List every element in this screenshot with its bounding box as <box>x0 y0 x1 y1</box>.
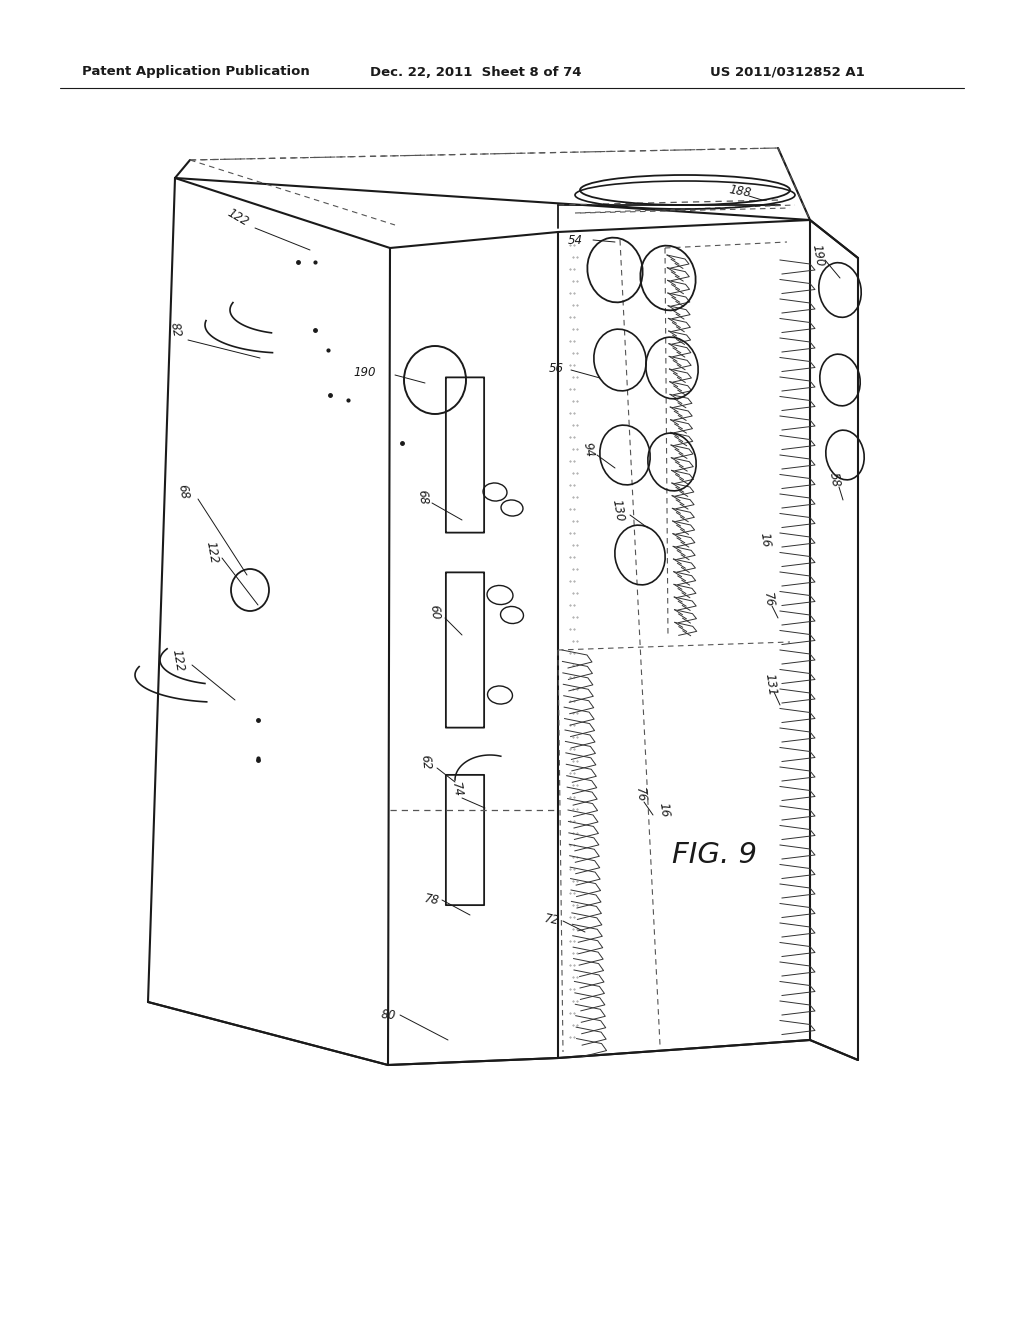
Text: 122: 122 <box>204 540 220 564</box>
Text: 74: 74 <box>450 781 465 799</box>
Text: 122: 122 <box>170 648 186 672</box>
Text: 16: 16 <box>656 801 672 818</box>
Text: Patent Application Publication: Patent Application Publication <box>82 66 309 78</box>
Text: 80: 80 <box>380 1008 396 1022</box>
Text: 68: 68 <box>415 488 429 506</box>
Text: 131: 131 <box>762 673 778 697</box>
Text: 62: 62 <box>418 754 432 770</box>
Text: Dec. 22, 2011  Sheet 8 of 74: Dec. 22, 2011 Sheet 8 of 74 <box>370 66 582 78</box>
Text: 68: 68 <box>175 483 190 500</box>
Text: 190: 190 <box>810 243 826 267</box>
Text: 72: 72 <box>544 912 560 928</box>
Text: 130: 130 <box>609 498 627 523</box>
Text: 56: 56 <box>549 362 563 375</box>
Text: FIG. 9: FIG. 9 <box>672 841 757 869</box>
Text: 60: 60 <box>427 605 441 620</box>
Text: 76: 76 <box>761 591 775 609</box>
Text: US 2011/0312852 A1: US 2011/0312852 A1 <box>710 66 864 78</box>
Text: 58: 58 <box>827 471 843 488</box>
Text: 76: 76 <box>633 787 647 804</box>
Text: 54: 54 <box>567 234 583 247</box>
Text: 94: 94 <box>581 441 596 458</box>
Text: 188: 188 <box>728 183 753 201</box>
Text: 16: 16 <box>758 532 772 548</box>
Text: 122: 122 <box>225 207 251 230</box>
Text: 190: 190 <box>353 366 376 379</box>
Text: 78: 78 <box>424 892 440 908</box>
Text: 82: 82 <box>167 322 182 338</box>
